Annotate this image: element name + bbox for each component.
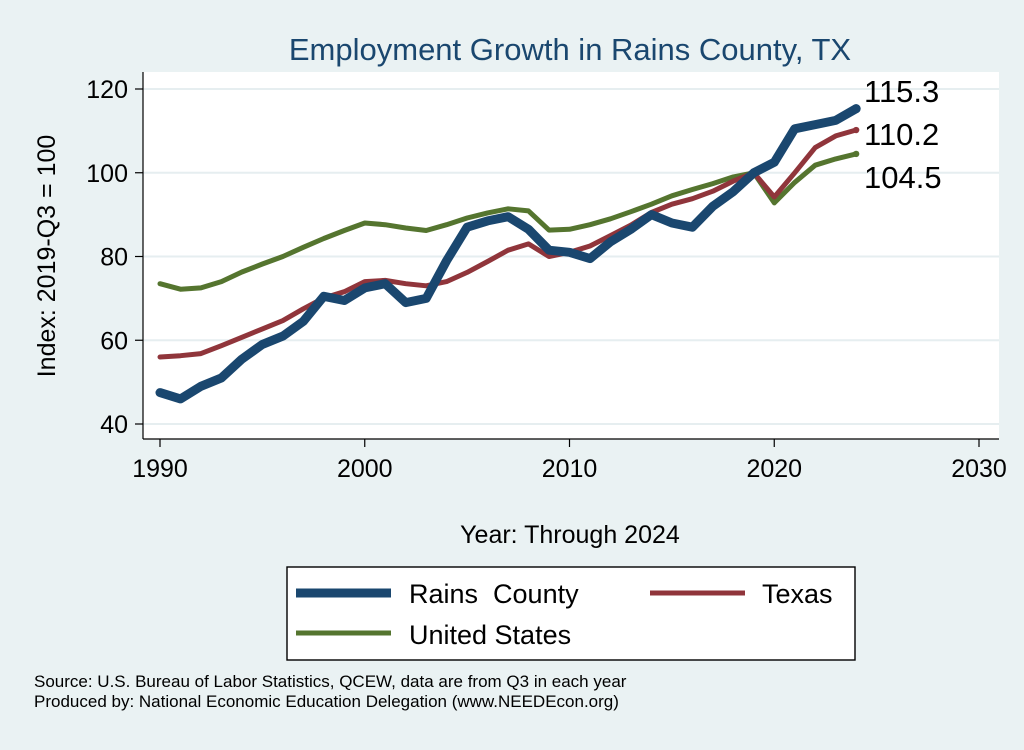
series-line-united-states [157,151,859,292]
end-label-united-states: 104.5 [864,160,942,195]
x-tick-label-1990: 1990 [132,455,188,483]
x-tick-label-2000: 2000 [337,455,393,483]
legend-label-united-states: United States [409,620,571,650]
series-lines [155,104,861,404]
end-marker-texas [852,126,860,134]
producer-note: Produced by: National Economic Education… [34,692,619,711]
chart-title: Employment Growth in Rains County, TX [289,32,852,67]
y-axis-label: Index: 2019-Q3 = 100 [33,135,61,378]
y-tick-label-100: 100 [86,160,128,188]
legend: Rains County Texas United States [286,566,856,661]
end-value-labels: 104.5 110.2 115.3 [864,74,942,195]
x-axis-ticks: 1990 2000 2010 2020 2030 [132,439,1007,483]
legend-label-texas: Texas [762,579,833,609]
y-tick-label-120: 120 [86,76,128,104]
legend-box [286,566,856,661]
x-tick-label-2030: 2030 [951,455,1007,483]
x-axis-label: Year: Through 2024 [460,521,680,549]
y-axis-ticks: 40 60 80 100 120 [86,76,143,439]
source-note: Source: U.S. Bureau of Labor Statistics,… [34,672,627,691]
end-marker-rains-county [851,104,861,114]
end-label-rains-county: 115.3 [864,74,939,109]
y-tick-label-60: 60 [100,327,128,355]
y-tick-label-40: 40 [100,411,128,439]
end-marker-united-states [852,150,860,158]
series-line-texas [157,127,859,360]
end-label-texas: 110.2 [864,117,939,152]
y-tick-label-80: 80 [100,244,128,272]
series-line-rains-county [155,104,861,404]
x-tick-label-2020: 2020 [746,455,802,483]
legend-label-rains-county: Rains County [409,579,579,609]
x-tick-label-2010: 2010 [542,455,598,483]
